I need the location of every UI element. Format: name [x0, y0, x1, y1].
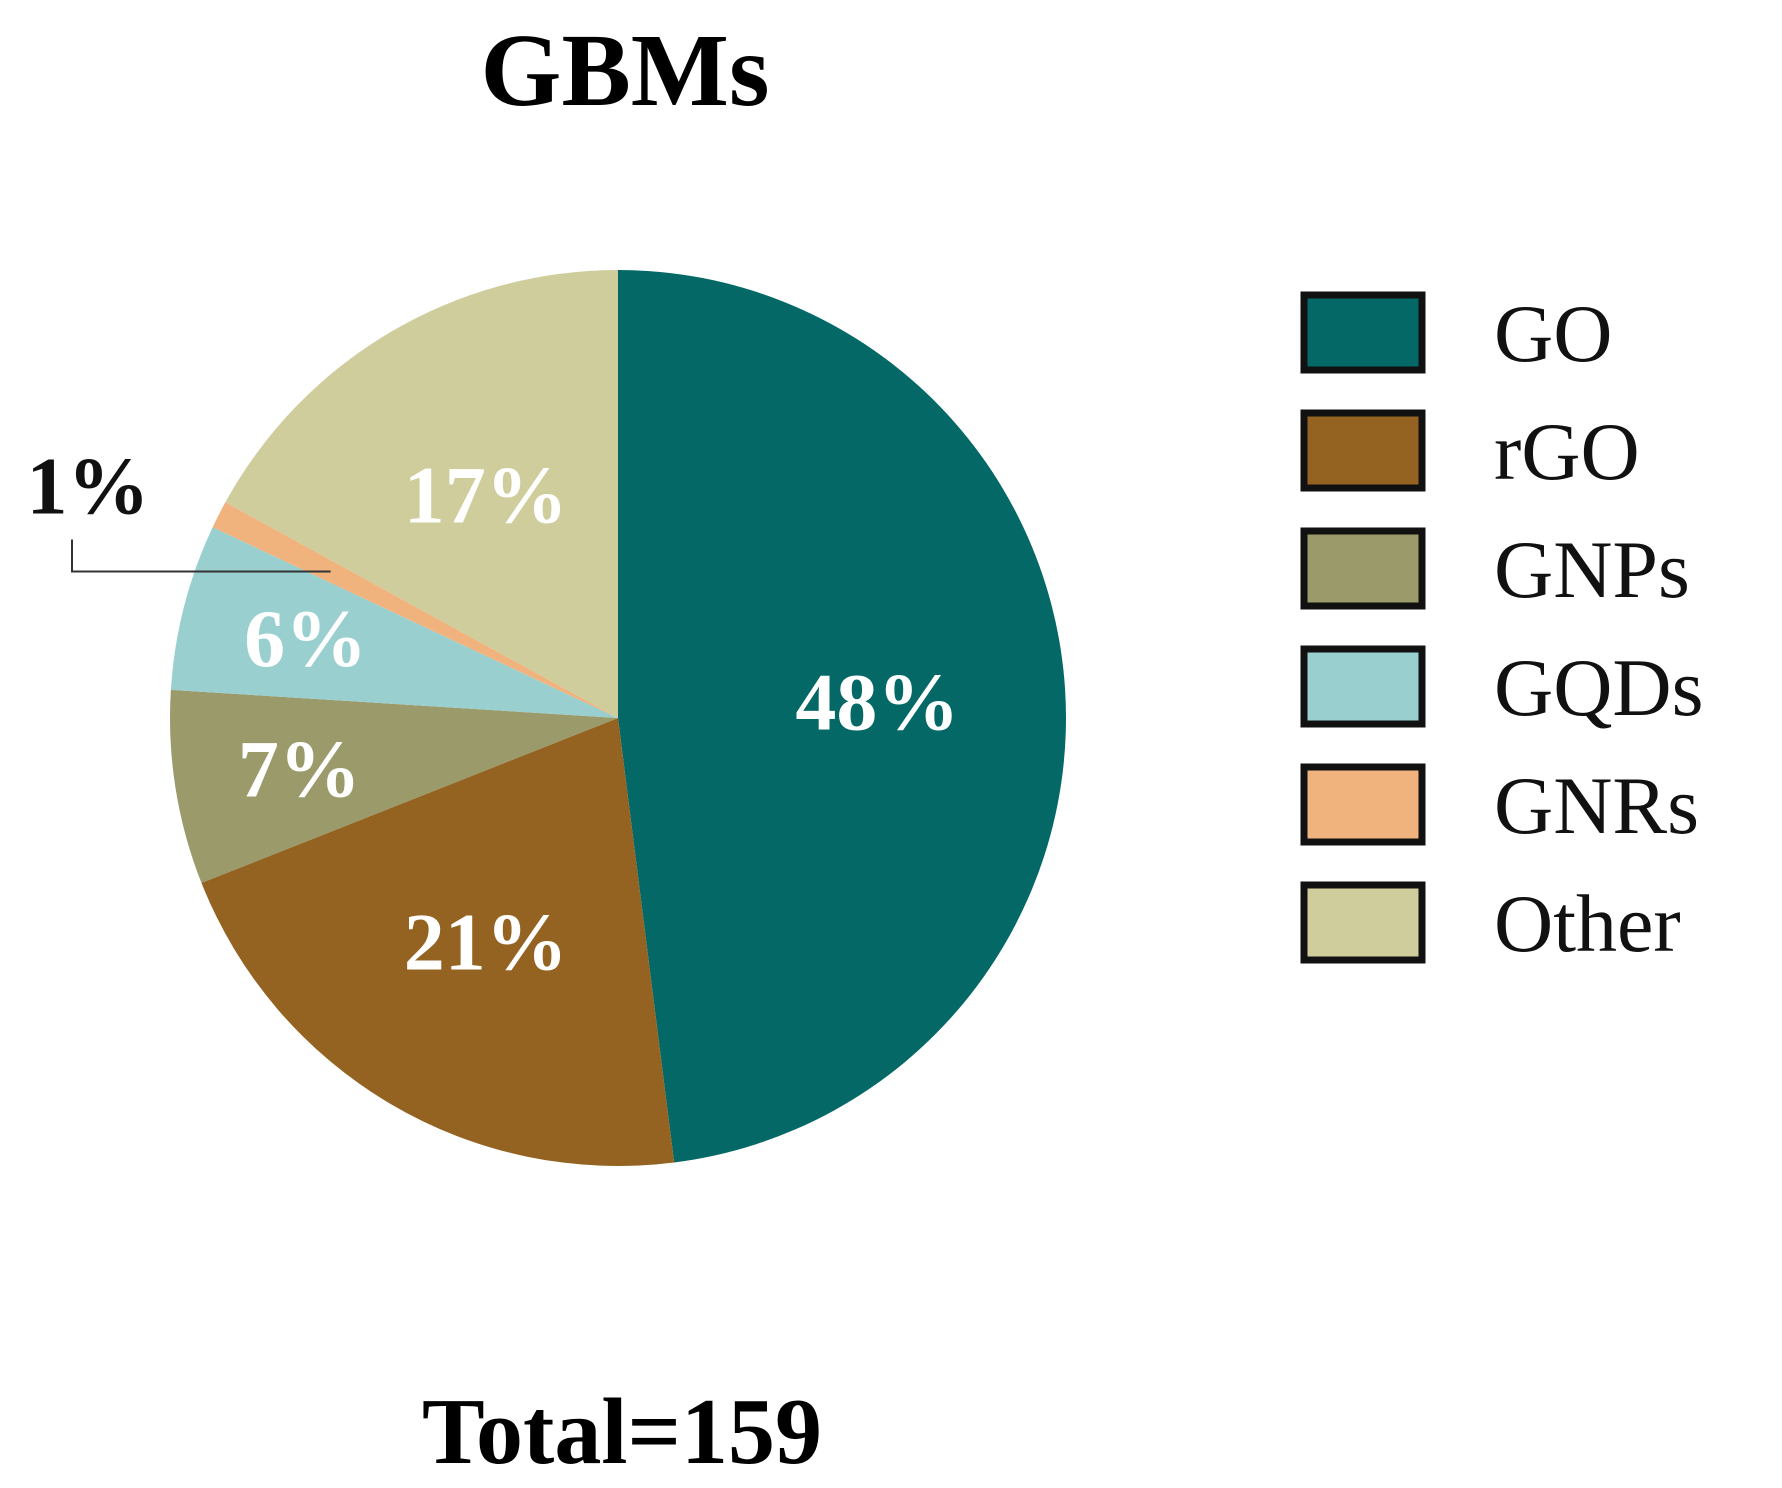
- chart-title: GBMs: [481, 13, 770, 128]
- leader-lines: [71, 539, 331, 573]
- slice-label-gnrs: 1%: [27, 441, 150, 532]
- legend-swatch-other: [1300, 881, 1426, 964]
- legend-label-go: GO: [1494, 288, 1612, 379]
- legend: GO rGO GNPs GQDs GNRs Other: [1300, 288, 1704, 969]
- legend-label-gnps: GNPs: [1494, 524, 1690, 615]
- pie-slice-rgo: [201, 718, 675, 1166]
- legend-label-gnrs: GNRs: [1494, 760, 1699, 851]
- slice-label-rgo: 21%: [404, 897, 568, 988]
- leader-line-gnrs: [71, 539, 331, 573]
- pie-slices: [170, 270, 1067, 1166]
- slice-label-gnps: 7%: [238, 723, 361, 814]
- legend-swatch-go: [1300, 291, 1426, 374]
- pie-slice-gnps: [170, 689, 619, 883]
- slice-label-gqds: 6%: [244, 593, 367, 684]
- legend-swatch-rgo: [1300, 409, 1426, 492]
- legend-label-gqds: GQDs: [1494, 642, 1704, 733]
- legend-swatch-gqds: [1300, 645, 1426, 728]
- legend-label-rgo: rGO: [1494, 406, 1640, 497]
- pie-slice-other: [225, 270, 618, 718]
- legend-swatch-gnps: [1300, 527, 1426, 610]
- total-label: Total=159: [422, 1380, 822, 1484]
- pie-slice-gqds: [170, 527, 618, 718]
- slice-labels: 48% 21% 7% 6% 1% 17%: [27, 441, 960, 988]
- slice-label-other: 17%: [404, 449, 568, 540]
- slice-label-go: 48%: [795, 657, 959, 748]
- legend-swatch-gnrs: [1300, 763, 1426, 846]
- legend-label-other: Other: [1494, 878, 1681, 969]
- pie-slice-go: [618, 270, 1067, 1163]
- pie-slice-gnrs: [212, 502, 618, 718]
